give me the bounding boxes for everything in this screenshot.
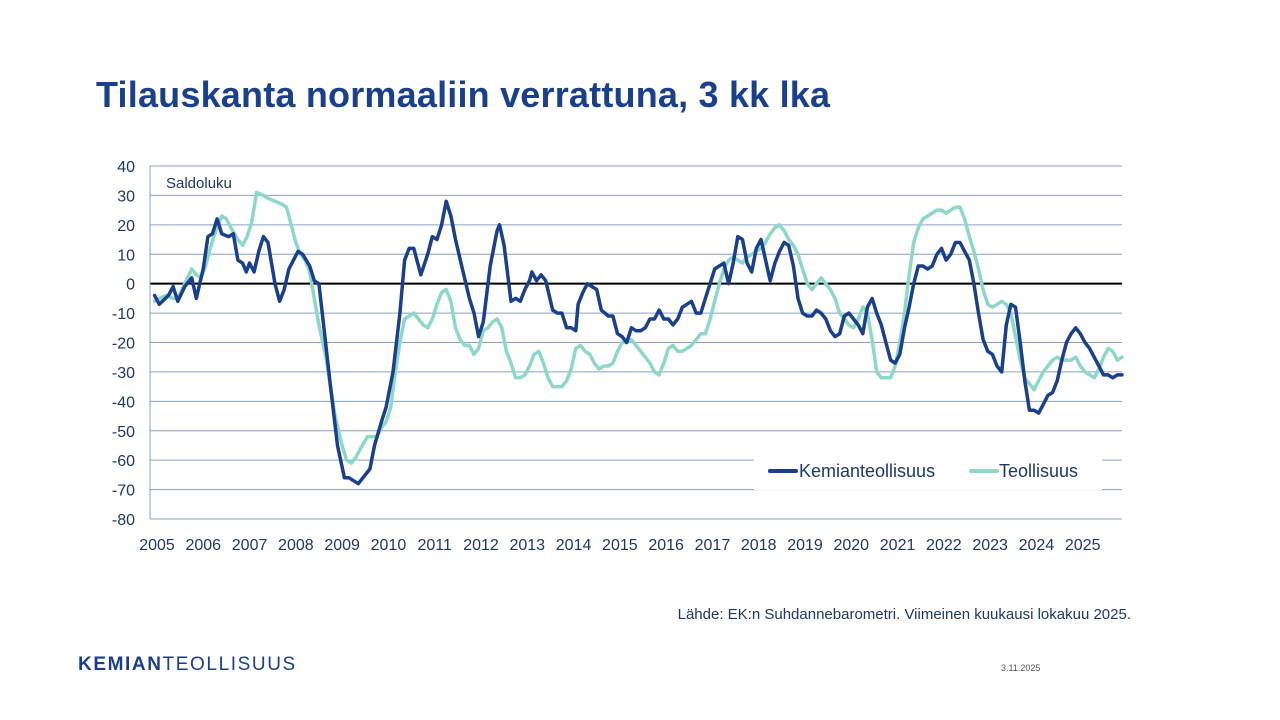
y-tick-label: 20 (117, 218, 135, 235)
y-tick-label: -10 (112, 306, 135, 323)
y-tick-label: 40 (117, 159, 135, 176)
x-tick-label: 2021 (880, 537, 916, 554)
x-tick-label: 2007 (232, 537, 268, 554)
x-tick-label: 2011 (418, 537, 453, 554)
y-tick-label: -50 (112, 424, 135, 441)
x-tick-label: 2012 (463, 537, 499, 554)
source-note: Lähde: EK:n Suhdannebarometri. Viimeinen… (677, 606, 1131, 623)
logo-light-part: TEOLLISUUS (162, 654, 297, 675)
kemianteollisuus-logo: KEMIANTEOLLISUUS (78, 654, 297, 676)
y-tick-label: -70 (112, 483, 135, 500)
y-tick-label: 30 (117, 188, 135, 205)
x-tick-label: 2013 (509, 537, 545, 554)
legend: Kemianteollisuus Teollisuus (754, 452, 1102, 490)
x-tick-label: 2009 (324, 537, 360, 554)
y-axis-label: Saldoluku (166, 175, 232, 192)
x-tick-label: 2020 (833, 537, 869, 554)
x-tick-label: 2005 (139, 537, 175, 554)
slide-title: Tilauskanta normaaliin verrattuna, 3 kk … (96, 74, 831, 115)
series-line-teollisuus (152, 190, 1124, 465)
x-tick-label: 2016 (648, 537, 684, 554)
series-line-kemianteollisuus (152, 199, 1124, 486)
y-tick-label: -40 (112, 394, 135, 411)
x-tick-label: 2006 (185, 537, 221, 554)
x-tick-label: 2014 (556, 537, 592, 554)
y-tick-label: -60 (112, 453, 135, 470)
x-tick-label: 2017 (695, 537, 731, 554)
x-tick-label: 2010 (371, 537, 407, 554)
y-tick-label: -80 (112, 512, 135, 529)
x-tick-label: 2022 (926, 537, 962, 554)
x-tick-label: 2019 (787, 537, 823, 554)
x-tick-label: 2015 (602, 537, 638, 554)
y-tick-label: -20 (112, 336, 135, 353)
y-tick-label: 10 (117, 247, 135, 264)
legend-label-kemianteollisuus: Kemianteollisuus (799, 461, 935, 481)
x-tick-label: 2018 (741, 537, 777, 554)
y-tick-label: 0 (126, 277, 135, 294)
logo-bold-part: KEMIAN (78, 654, 163, 675)
x-tick-label: 2023 (972, 537, 1008, 554)
series-lines (152, 190, 1124, 486)
x-tick-label: 2008 (278, 537, 314, 554)
x-tick-label: 2025 (1065, 537, 1101, 554)
y-tick-label: -30 (112, 365, 135, 382)
x-tick-label: 2024 (1019, 537, 1055, 554)
slide-date: 3.11.2025 (1001, 663, 1041, 673)
legend-background (754, 452, 1102, 490)
legend-label-teollisuus: Teollisuus (999, 461, 1078, 481)
